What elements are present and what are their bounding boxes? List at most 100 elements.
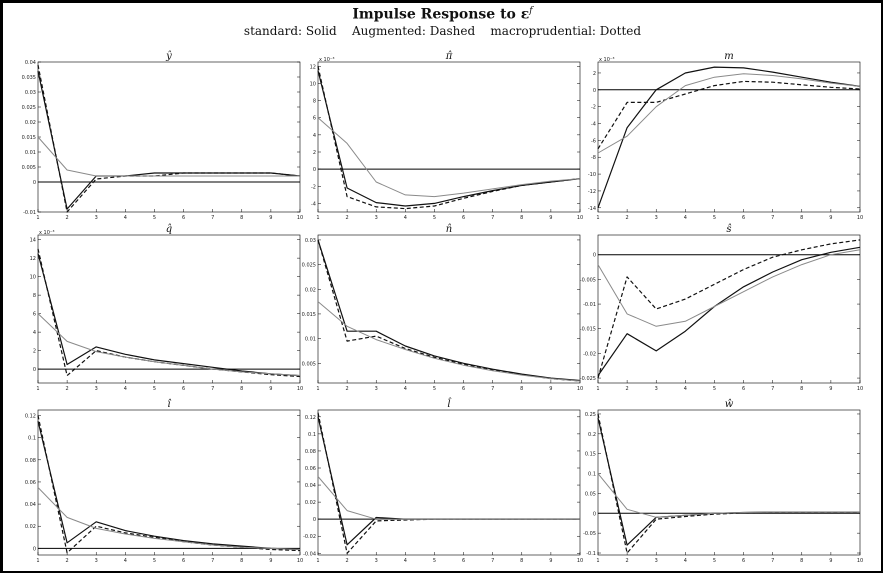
panel-6-xtick-label: 10 xyxy=(857,386,863,392)
figure-header: Impulse Response to εf standard: Solid A… xyxy=(0,6,885,38)
panel-6-xtick-label: 6 xyxy=(742,386,745,392)
panel-5-xtick-label: 6 xyxy=(462,386,465,392)
panel-6-xtick-label: 5 xyxy=(713,386,716,392)
panel-3-series-dotted xyxy=(597,73,861,154)
panel-7-xtick-label: 4 xyxy=(124,558,127,564)
panel-9-xtick-label: 1 xyxy=(596,558,599,564)
panel-1-series-dotted xyxy=(37,136,300,177)
panel-6-series-solid xyxy=(597,246,861,376)
panel-2-ytick-label: 6 xyxy=(313,116,316,122)
panel-3-ytick-label: -8 xyxy=(591,155,596,161)
panel-4-xtick-label: 2 xyxy=(66,386,69,392)
panel-2-xtick-label: 5 xyxy=(433,215,436,221)
panel-5-ytick-label: 0.025 xyxy=(302,263,316,269)
panel-3-ytick-label: -6 xyxy=(591,138,596,144)
panel-4-ytick-label: 2 xyxy=(33,349,36,355)
panel-7-series-dashed xyxy=(37,415,301,554)
panel-8-ytick-label: -0.04 xyxy=(303,551,316,557)
panel-1-xtick-label: 7 xyxy=(211,215,214,221)
panel-2-xtick-label: 1 xyxy=(316,215,319,221)
panel-9-ytick-label: 0.25 xyxy=(585,412,596,418)
panel-3-ytick-label: -10 xyxy=(588,172,596,178)
panel-9-xtick-label: 5 xyxy=(713,558,716,564)
panel-9-ytick-label: 0.05 xyxy=(585,491,596,497)
panel-2-ytick-label: -2 xyxy=(311,184,316,190)
panel-5-xtick-label: 2 xyxy=(346,386,349,392)
panel-6-series-dashed xyxy=(597,239,861,379)
panel-1-ytick-label: 0.01 xyxy=(25,150,36,156)
panel-4-ytick-label: 0 xyxy=(33,367,36,373)
panel-6-xtick-label: 2 xyxy=(626,386,629,392)
panel-5-xtick-label: 8 xyxy=(520,386,523,392)
panel-1-ytick-label: -0.01 xyxy=(23,210,36,216)
figure-title-superscript: f xyxy=(529,6,533,16)
panel-2-xtick-label: 8 xyxy=(520,215,523,221)
panel-1-xtick-label: 1 xyxy=(36,215,39,221)
panel-5-ytick-label: 0.02 xyxy=(305,287,316,293)
panel-1-series-dashed xyxy=(37,64,301,213)
panel-1-xtick-label: 10 xyxy=(297,215,303,221)
panel-9-xtick-label: 6 xyxy=(742,558,745,564)
panel-7-xtick-label: 10 xyxy=(297,558,303,564)
panel-1-ytick-label: 0.04 xyxy=(25,60,36,66)
panel-4-ytick-label: 12 xyxy=(30,256,36,262)
panel-1-xtick-label: 4 xyxy=(124,215,127,221)
panel-7-ytick-label: 0.04 xyxy=(25,502,36,508)
panel-7-ytick-label: 0.1 xyxy=(28,436,36,442)
panel-3-xtick-label: 5 xyxy=(713,215,716,221)
panel-6-frame xyxy=(597,234,861,384)
panel-9-series-dotted xyxy=(597,473,860,518)
panel-5-xtick-label: 10 xyxy=(577,386,583,392)
panel-1-ytick-label: 0.03 xyxy=(25,90,36,96)
panel-9-xtick-label: 7 xyxy=(771,558,774,564)
panel-7-ytick-label: 0.06 xyxy=(25,480,36,486)
panel-3-xtick-label: 6 xyxy=(742,215,745,221)
panel-7-ytick-label: 0.02 xyxy=(25,524,36,530)
panel-4-ytick-label: 10 xyxy=(30,275,36,281)
panel-2-ytick-label: 0 xyxy=(313,167,316,173)
panel-2-xtick-label: 10 xyxy=(577,215,583,221)
panel-8-ytick-label: 0.08 xyxy=(305,449,316,455)
panel-9-xtick-label: 3 xyxy=(655,558,658,564)
panel-5-title: n̂ xyxy=(446,224,452,235)
panel-6-ytick-label: -0.025 xyxy=(580,376,596,382)
panel-5-ytick-label: 0.01 xyxy=(305,337,316,343)
panel-8-ytick-label: 0.06 xyxy=(305,466,316,472)
panel-1-ytick-label: 0.015 xyxy=(22,135,36,141)
panel-3-ytick-label: 0 xyxy=(593,88,596,94)
panel-7-xtick-label: 9 xyxy=(269,558,272,564)
panel-9-ytick-label: 0.15 xyxy=(585,452,596,458)
panel-4-ytick-label: 6 xyxy=(33,312,36,318)
panel-4-series-dashed xyxy=(37,248,301,378)
panel-3-xtick-label: 4 xyxy=(684,215,687,221)
panel-8-xtick-label: 7 xyxy=(491,558,494,564)
panel-3-ytick-label: -14 xyxy=(588,206,596,212)
panel-9-series-solid xyxy=(597,417,860,546)
panel-2-xtick-label: 9 xyxy=(549,215,552,221)
panel-8-xtick-label: 2 xyxy=(346,558,349,564)
panel-3-xtick-label: 8 xyxy=(800,215,803,221)
panel-3-ytick-label: 2 xyxy=(593,71,596,77)
panel-5-ytick-label: 0.03 xyxy=(305,238,316,244)
panel-6-ytick-label: -0.01 xyxy=(583,302,596,308)
panel-4-xtick-label: 8 xyxy=(240,386,243,392)
panel-7-xtick-label: 7 xyxy=(211,558,214,564)
panel-4-xtick-label: 3 xyxy=(95,386,98,392)
panel-2-xtick-label: 7 xyxy=(491,215,494,221)
panel-7-xtick-label: 3 xyxy=(95,558,98,564)
panel-4-xtick-label: 1 xyxy=(36,386,39,392)
panel-2-series-dashed xyxy=(317,66,581,210)
panel-5-xtick-label: 3 xyxy=(375,386,378,392)
panel-2-scale-label: x 10⁻³ xyxy=(319,57,335,63)
panel-9-ytick-label: -0.1 xyxy=(586,551,596,557)
panel-1-ytick-label: 0 xyxy=(33,180,36,186)
panel-5-xtick-label: 7 xyxy=(491,386,494,392)
panel-6-series-dotted xyxy=(597,249,861,327)
panel-9-xtick-label: 9 xyxy=(829,558,832,564)
panel-1-ytick-label: 0.02 xyxy=(25,120,36,126)
panel-2-series-dotted xyxy=(317,117,581,198)
panel-8-ytick-label: 0.12 xyxy=(305,415,316,421)
panel-8-series-dashed xyxy=(317,412,580,554)
